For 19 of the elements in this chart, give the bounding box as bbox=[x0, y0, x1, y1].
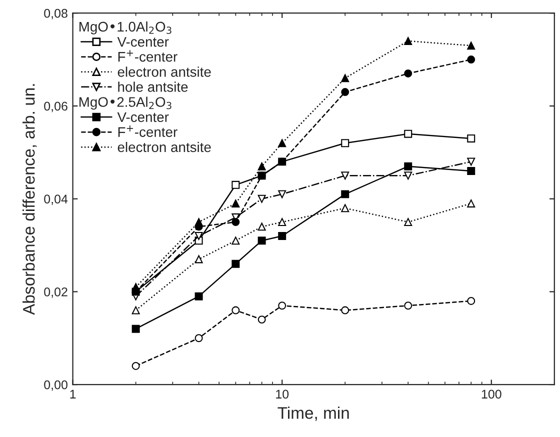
y-tick-label: 0,02 bbox=[44, 288, 68, 298]
legend-label: V-center bbox=[117, 37, 169, 47]
legend-label: V-center bbox=[117, 112, 169, 122]
y-tick-label: 0,06 bbox=[44, 102, 68, 112]
x-tick-label: 100 bbox=[482, 390, 502, 399]
annotation: MgO•2.5Al$_{2}$O$_{3}$ bbox=[79, 96, 172, 110]
x-axis-title: Time, min bbox=[278, 406, 349, 421]
y-tick-label: 0,08 bbox=[44, 8, 68, 20]
x-tick-label: 10 bbox=[276, 390, 289, 399]
y-axis-title: Absorbance difference, arb. un. bbox=[22, 84, 37, 315]
legend-label: electron antsite bbox=[118, 66, 211, 77]
legend-label: hole antsite bbox=[118, 82, 188, 92]
legend-label: F$^{+}$-center bbox=[118, 125, 178, 137]
legend-label: F$^{+}$-center bbox=[118, 50, 178, 62]
y-tick-label: 0,00 bbox=[44, 380, 68, 391]
y-tick-label: 0,04 bbox=[44, 194, 68, 205]
legend-label: electron antsite bbox=[118, 142, 211, 152]
x-tick-label: 1 bbox=[70, 390, 76, 398]
annotation: MgO•1.0Al$_{2}$O$_{3}$ bbox=[79, 21, 172, 34]
